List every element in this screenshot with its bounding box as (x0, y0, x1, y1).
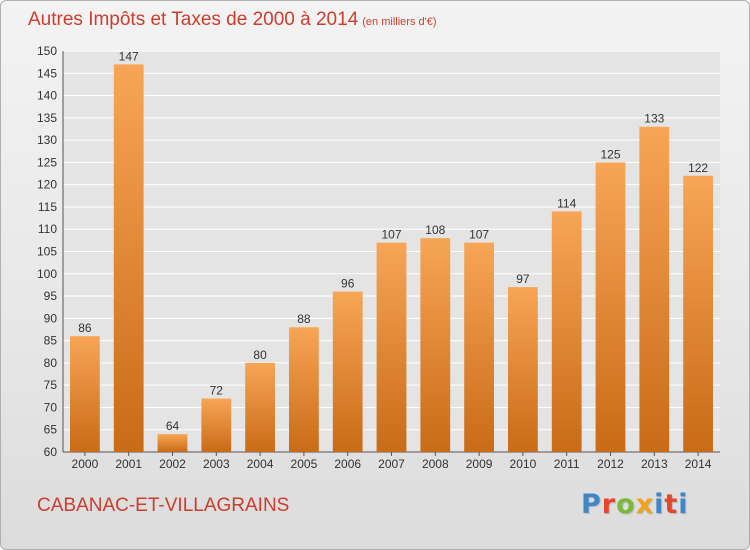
logo-letter: r (601, 489, 617, 520)
x-tick-label: 2006 (334, 457, 361, 471)
bar (683, 175, 713, 452)
x-tick-label: 2010 (510, 457, 537, 471)
y-tick-label: 75 (44, 378, 58, 392)
x-tick-label: 2000 (72, 457, 99, 471)
logo-letter: i (654, 489, 665, 520)
y-tick-label: 90 (44, 311, 58, 325)
bar (464, 242, 494, 452)
bar (639, 126, 670, 452)
title-unit: (en milliers d'€) (362, 16, 437, 28)
chart-title: Autres Impôts et Taxes de 2000 à 2014 (en… (28, 9, 437, 31)
y-tick-label: 65 (44, 423, 58, 437)
bar-value-label: 114 (557, 196, 576, 210)
bar-value-label: 86 (78, 321, 92, 335)
x-tick-label: 2007 (378, 457, 405, 471)
x-tick-label: 2009 (466, 457, 493, 471)
bar-value-label: 107 (381, 228, 401, 242)
title-text: Autres Impôts et Taxes de 2000 à 2014 (28, 9, 359, 30)
bar-value-label: 122 (688, 161, 708, 175)
y-tick-label: 140 (37, 89, 57, 103)
bar (157, 434, 188, 452)
logo-letter: i (678, 489, 689, 520)
bar (551, 211, 582, 452)
x-tick-label: 2004 (247, 457, 274, 471)
logo-letter: o (616, 489, 636, 520)
y-tick-label: 100 (37, 267, 57, 281)
x-tick-label: 2014 (685, 457, 712, 471)
bar (113, 64, 144, 452)
y-tick-label: 125 (37, 155, 57, 169)
x-tick-label: 2001 (115, 457, 142, 471)
bar-value-label: 80 (253, 348, 267, 362)
bar (245, 362, 275, 452)
y-tick-label: 110 (38, 222, 57, 236)
y-tick-label: 60 (44, 445, 58, 459)
bar (420, 238, 451, 452)
y-tick-label: 145 (37, 66, 57, 80)
x-tick-label: 2013 (641, 457, 668, 471)
bar-value-label: 88 (297, 312, 311, 326)
bar-value-label: 64 (166, 419, 180, 433)
bar (376, 242, 407, 452)
bar-value-label: 133 (644, 112, 664, 126)
y-tick-label: 150 (37, 44, 57, 58)
y-tick-label: 130 (37, 133, 57, 147)
y-tick-label: 120 (37, 178, 57, 192)
logo-letter: x (635, 489, 655, 520)
bar-value-label: 97 (516, 272, 530, 286)
y-tick-label: 70 (44, 400, 58, 414)
bar-value-label: 108 (425, 223, 445, 237)
y-tick-label: 95 (44, 289, 58, 303)
y-tick-label: 105 (37, 245, 57, 259)
logo-letter: t (664, 489, 679, 520)
bar (508, 287, 538, 452)
bar-value-label: 107 (469, 228, 489, 242)
y-tick-label: 115 (38, 200, 57, 214)
bar (70, 336, 100, 452)
bar (332, 291, 363, 452)
bar (201, 398, 232, 452)
y-tick-label: 85 (44, 334, 58, 348)
x-tick-label: 2012 (597, 457, 624, 471)
x-tick-label: 2002 (159, 457, 186, 471)
x-tick-label: 2005 (291, 457, 318, 471)
bar-value-label: 125 (600, 147, 620, 161)
bar (595, 162, 626, 452)
x-tick-label: 2011 (554, 457, 580, 471)
bar-value-label: 72 (210, 384, 224, 398)
proxiti-logo: Proxiti (581, 489, 689, 520)
x-tick-label: 2008 (422, 457, 449, 471)
y-tick-label: 80 (44, 356, 58, 370)
bar-value-label: 96 (341, 277, 355, 291)
commune-name: CABANAC-ET-VILLAGRAINS (37, 495, 290, 516)
x-tick-label: 2003 (203, 457, 230, 471)
logo-letter: P (581, 489, 602, 520)
bar-value-label: 147 (119, 49, 139, 63)
y-tick-label: 135 (37, 111, 57, 125)
bar (289, 327, 319, 452)
